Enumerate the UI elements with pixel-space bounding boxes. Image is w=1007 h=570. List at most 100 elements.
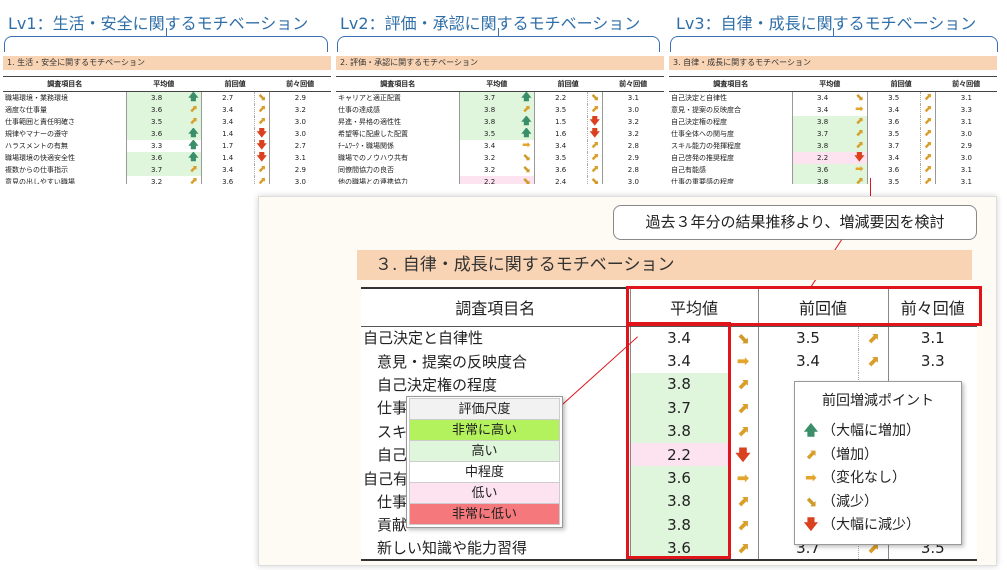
prev2-value: 3.0 <box>960 153 972 162</box>
prev-value: 1.4 <box>201 128 255 140</box>
column-header-avg: 平均値 <box>629 287 759 327</box>
mini-table-header-row: 調査項目名 平均値 前回値 前々回値 <box>336 76 664 92</box>
flat-arrow-icon: ➡ <box>736 469 750 488</box>
trend-cell: ⬊ <box>852 91 868 104</box>
prev-value: 3.7 <box>867 140 921 152</box>
prev2-value: 3.0 <box>960 129 972 138</box>
trend-cell: ⬈ <box>728 419 759 443</box>
prev2-value: 2.8 <box>627 141 639 150</box>
avg-value: 3.4 <box>792 104 853 116</box>
table-row: 意見・提案の反映度合 3.4 ➡ 3.4 ⬈ 3.3 <box>361 349 977 373</box>
item-name: 自己決定権の程度 <box>669 116 794 128</box>
item-name: 自己啓発の推奨程度 <box>669 152 794 164</box>
avg-value: 3.2 <box>126 176 187 184</box>
prev2-value: 2.8 <box>627 165 639 174</box>
big-up-arrow-icon: 🡅 <box>188 152 199 163</box>
item-name: 規律やマナーの遵守 <box>3 128 128 140</box>
level-2-title: Lv2：評価・承認に関するモチベーション <box>340 14 641 33</box>
big-down-arrow-icon: 🡇 <box>589 128 600 139</box>
prev2-value: 3.3 <box>960 105 972 114</box>
item-name: 自己有能感 <box>669 164 794 176</box>
arrow-legend-row: ⬊ （減少） <box>803 491 953 515</box>
arrow-legend-label: （変化なし） <box>822 470 906 486</box>
prev2-value: 2.9 <box>627 153 639 162</box>
table-row: 仕事範囲と責任明確さ 3.5 ⬈ 3.4 ⬈ 3.0 <box>3 116 331 128</box>
avg-value: 3.8 <box>126 91 187 104</box>
prev-value: 2.4 <box>534 176 588 184</box>
avg-value: 3.6 <box>126 128 187 140</box>
big-down-arrow-icon: 🡇 <box>256 128 267 139</box>
big-up-arrow-icon: 🡅 <box>188 140 199 151</box>
avg-value: 3.7 <box>459 91 520 104</box>
trend-cell: ➡ <box>728 466 759 490</box>
up-arrow-icon: ⬈ <box>855 116 864 127</box>
table-row: キャリアと適正配置 3.7 🡅 2.2 ⬊ 3.1 <box>336 91 664 104</box>
table-row: スキル能力の発揮程度 3.8 ⬈ 3.7 ⬈ 2.9 <box>669 140 997 152</box>
trend-cell: ⬈ <box>728 372 759 397</box>
table-row: 複数からの仕事指示 3.7 ⬈ 3.4 ⬈ 2.9 <box>3 164 331 176</box>
big-down-arrow-icon: 🡇 <box>735 445 751 464</box>
prev2-value: 3.1 <box>960 93 972 102</box>
level-2-brace-tick <box>498 28 499 37</box>
trend-cell: ⬈ <box>920 91 936 104</box>
item-name: 自己決定と自律性 <box>669 91 794 104</box>
trend-cell: ⬈ <box>920 164 936 176</box>
level-2-brace <box>337 36 660 52</box>
prev-value: 3.5 <box>867 91 921 104</box>
prev-value: 1.7 <box>201 140 255 152</box>
mini-table-1: 1. 生活・安全に関するモチベーション 調査項目名 平均値 前回値 前々回値 職場環境・… <box>3 56 331 184</box>
up-arrow-icon: ⬈ <box>923 104 932 115</box>
table-row: 仕事の達成感 3.8 ⬈ 3.5 ⬈ 3.0 <box>336 104 664 116</box>
item-name: 職場環境の快適安全性 <box>3 152 128 164</box>
column-header-avg: 平均値 <box>792 76 868 92</box>
avg-value: 3.4 <box>792 91 853 104</box>
avg-value: 2.2 <box>630 442 729 467</box>
trend-cell: ⬈ <box>852 140 868 152</box>
item-name: 他の職場との連携協力 <box>336 176 461 184</box>
trend-cell: ⬈ <box>186 116 202 128</box>
item-name: 希望等に配慮した配置 <box>336 128 461 140</box>
big-up-arrow-icon: 🡅 <box>188 92 199 103</box>
item-name: 新しい知識や能力習得 <box>361 536 631 561</box>
trend-cell: ⬈ <box>587 152 603 164</box>
trend-cell: ⬈ <box>852 176 868 184</box>
item-name: キャリアと適正配置 <box>336 91 461 104</box>
trend-cell: ⬈ <box>587 164 603 176</box>
table-row: ハラスメントの有無 3.3 🡅 1.7 🡇 2.7 <box>3 140 331 152</box>
arrow-legend-row: 🡅 （大幅に増加） <box>803 420 953 444</box>
table-row: 職場でのノウハウ共有 3.2 ⬊ 3.5 ⬈ 2.9 <box>336 152 664 164</box>
trend-cell: ⬈ <box>254 164 270 176</box>
table-row: 昇進・昇格の適性性 3.8 🡅 1.5 🡇 3.2 <box>336 116 664 128</box>
avg-value: 3.8 <box>792 176 853 184</box>
trend-cell: ⬈ <box>920 116 936 128</box>
prev2-value: 3.2 <box>294 105 306 114</box>
big-up-arrow-icon: 🡅 <box>521 128 532 139</box>
prev2-value: 2.9 <box>294 165 306 174</box>
avg-value: 3.4 <box>630 349 729 373</box>
trend-cell: ⬈ <box>519 104 535 116</box>
up-arrow-icon: ⬈ <box>923 116 932 127</box>
trend-cell: 🡅 <box>186 91 202 104</box>
level-3-brace <box>670 36 998 52</box>
mini-table-3: 3. 自律・成長に関するモチベーション 調査項目名 平均値 前回値 前々回値 自己決定と… <box>669 56 997 184</box>
column-header-prev2: 前々回値 <box>602 76 664 92</box>
prev2-value: 3.0 <box>294 177 306 185</box>
table-row: 希望等に配慮した配置 3.5 🡅 1.6 🡇 3.2 <box>336 128 664 140</box>
avg-value: 3.6 <box>126 104 187 116</box>
trend-cell: ⬈ <box>728 513 759 537</box>
trend-cell: 🡅 <box>519 116 535 128</box>
prev2-value: 3.0 <box>294 117 306 126</box>
avg-value: 3.2 <box>459 152 520 164</box>
prev-value: 2.7 <box>201 91 255 104</box>
big-table-heading: ３. 自律・成長に関するモチベーション <box>357 250 972 280</box>
up-arrow-icon: ⬈ <box>590 152 599 163</box>
prev2-value: 3.1 <box>294 153 306 162</box>
item-name: ﾁｰﾑﾜｰｸ・職場関係 <box>336 140 461 152</box>
prev-value: 1.5 <box>534 116 588 128</box>
up-arrow-icon: ⬈ <box>736 538 750 557</box>
up-arrow-icon: ⬈ <box>590 164 599 175</box>
scale-very-low: 非常に低い <box>409 503 560 525</box>
flat-arrow-icon: ➡ <box>805 470 817 486</box>
avg-value: 3.7 <box>126 164 187 176</box>
up-arrow-icon: ⬈ <box>522 104 531 115</box>
